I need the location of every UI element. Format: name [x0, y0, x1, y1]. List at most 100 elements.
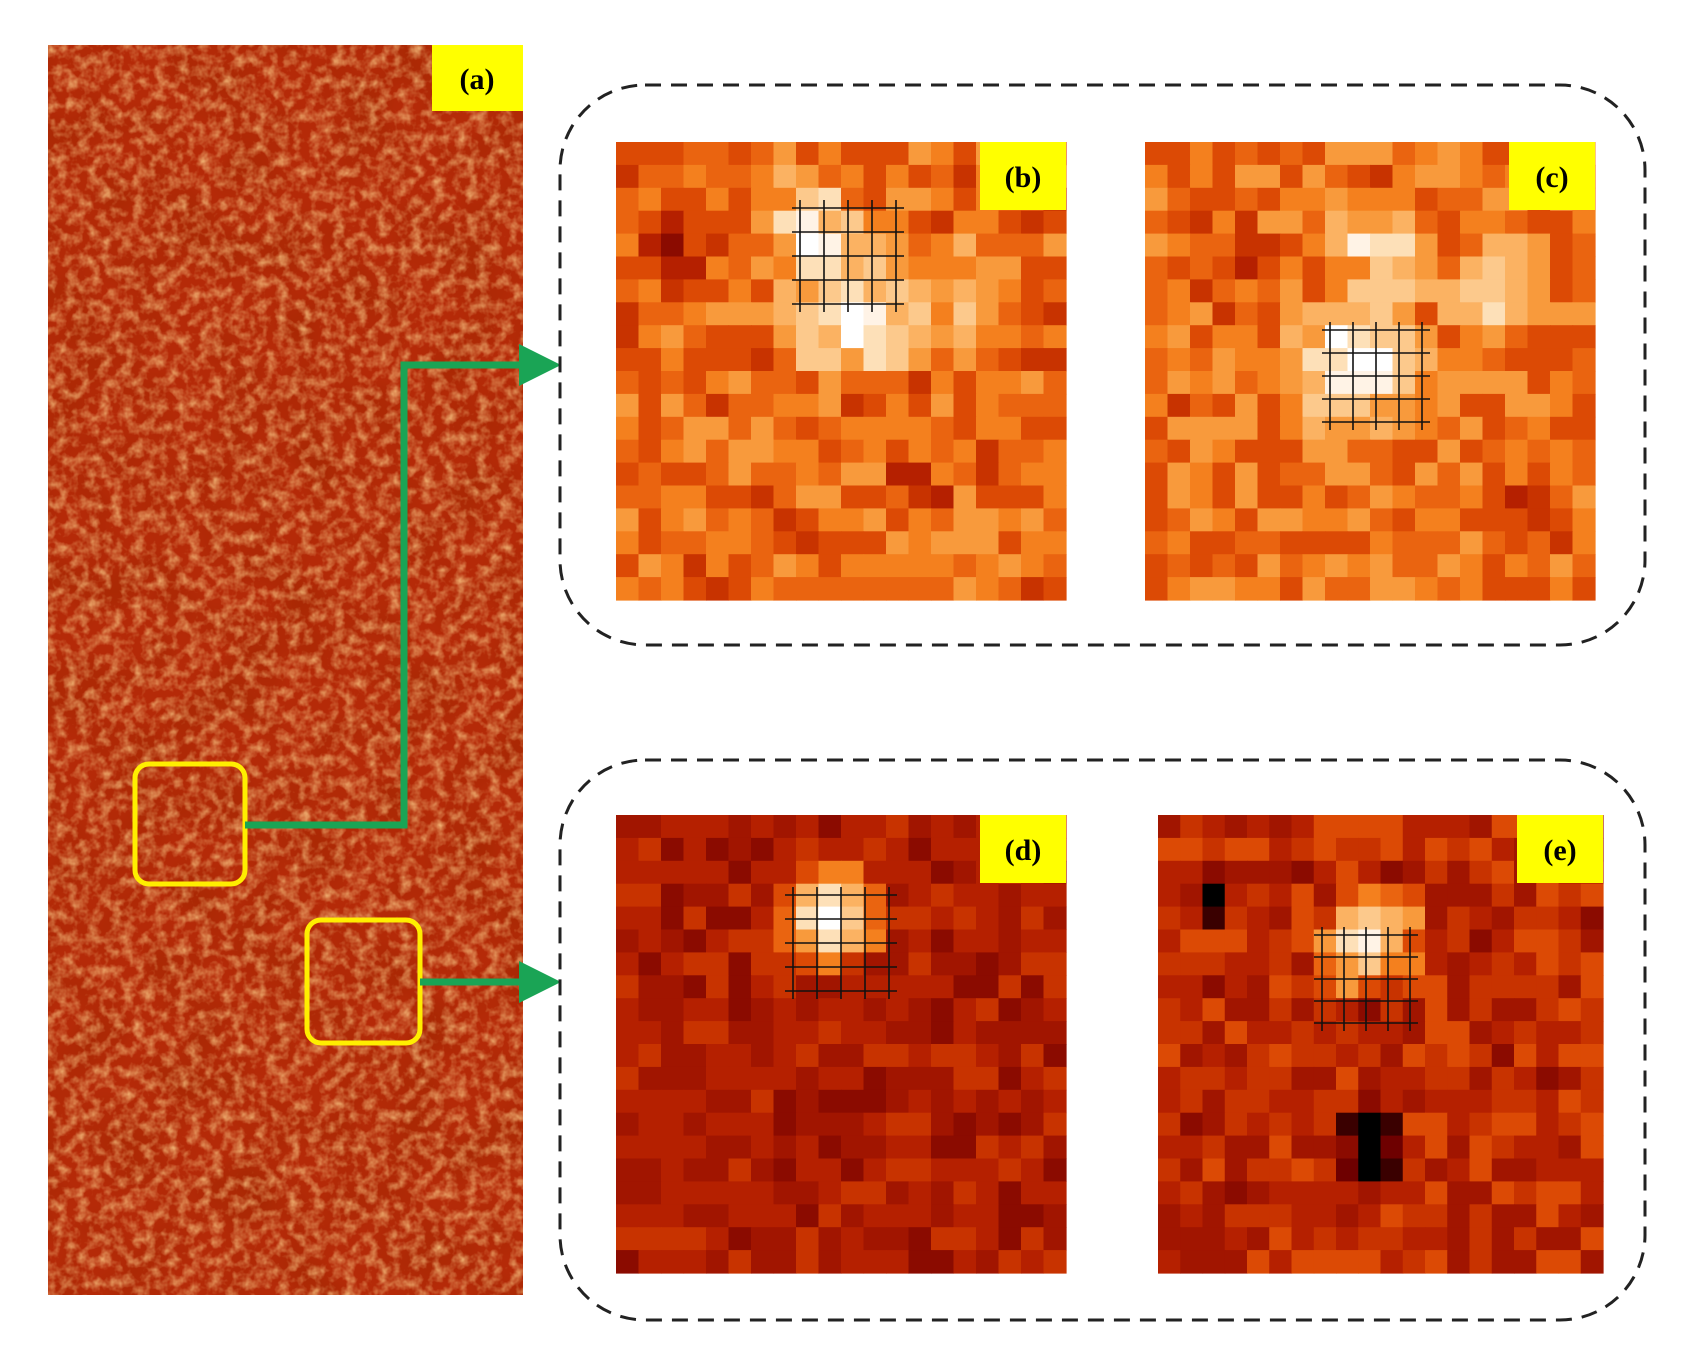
mosaic-pixel [998, 554, 1022, 578]
mosaic-pixel [1021, 1021, 1045, 1045]
mosaic-pixel [976, 1204, 1000, 1228]
mosaic-pixel [1392, 348, 1416, 372]
mosaic-pixel [1402, 906, 1426, 931]
mosaic-pixel [1527, 256, 1551, 280]
mosaic-pixel [1392, 531, 1416, 555]
mosaic-pixel [661, 508, 685, 532]
mosaic-pixel [931, 883, 955, 908]
mosaic-pixel [886, 325, 910, 349]
mosaic-pixel [818, 256, 842, 280]
mosaic-pixel [1447, 1181, 1471, 1205]
mosaic-pixel [1158, 1250, 1181, 1274]
mosaic-pixel [1257, 142, 1281, 166]
mosaic-pixel [818, 416, 842, 441]
mosaic-pixel [1558, 1158, 1582, 1182]
mosaic-pixel [1347, 439, 1371, 464]
mosaic-pixel [1415, 348, 1439, 372]
mosaic-pixel [683, 187, 707, 212]
mosaic-pixel [1482, 187, 1506, 212]
mosaic-pixel [1370, 416, 1394, 441]
mosaic-pixel [1460, 325, 1484, 349]
mosaic-pixel [661, 485, 685, 509]
mosaic-pixel [1158, 975, 1181, 999]
mosaic-pixel [1392, 416, 1416, 441]
mosaic-pixel [796, 1066, 820, 1091]
mosaic-pixel [931, 164, 955, 189]
mosaic-pixel [616, 906, 640, 931]
mosaic-pixel [1469, 906, 1493, 931]
mosaic-pixel [998, 906, 1022, 931]
mosaic-pixel [1212, 279, 1236, 303]
mosaic-pixel [1280, 531, 1304, 555]
mosaic-pixel [998, 233, 1022, 258]
mosaic-pixel [796, 837, 820, 862]
mosaic-pixel [998, 1135, 1022, 1160]
mosaic-pixel [1402, 1066, 1426, 1091]
mosaic-pixel [1235, 462, 1259, 487]
mosaic-pixel [1158, 1227, 1181, 1251]
mosaic-pixel [931, 1066, 955, 1091]
mosaic-pixel [886, 1227, 910, 1251]
mosaic-pixel [1469, 1227, 1493, 1251]
mosaic-pixel [1202, 906, 1226, 931]
mosaic-pixel [863, 302, 887, 326]
mosaic-pixel [1247, 1181, 1270, 1205]
mosaic-pixel [683, 998, 707, 1022]
mosaic-pixel [1402, 1112, 1426, 1137]
mosaic-pixel [1280, 416, 1304, 441]
panel-e-grid [1314, 927, 1418, 1031]
mosaic-pixel [863, 393, 887, 418]
mosaic-pixel [863, 554, 887, 578]
mosaic-pixel [1313, 906, 1337, 931]
mosaic-pixel [976, 1135, 1000, 1160]
mosaic-pixel [1021, 348, 1045, 372]
mosaic-pixel [728, 164, 752, 189]
mosaic-pixel [1580, 1066, 1604, 1091]
mosaic-pixel [1336, 1181, 1359, 1205]
mosaic-pixel [1580, 1250, 1604, 1274]
mosaic-pixel [1043, 906, 1067, 931]
mosaic-pixel [1224, 1181, 1248, 1205]
mosaic-pixel [728, 1135, 752, 1160]
mosaic-pixel [863, 1021, 887, 1045]
mosaic-pixel [1202, 1204, 1226, 1228]
mosaic-pixel [1425, 860, 1448, 885]
mosaic-pixel [1572, 279, 1596, 303]
mosaic-pixel [706, 164, 730, 189]
mosaic-pixel [953, 210, 977, 235]
mosaic-pixel [1347, 508, 1371, 532]
mosaic-pixel [1460, 187, 1484, 212]
mosaic-pixel [998, 462, 1022, 487]
mosaic-pixel [998, 325, 1022, 349]
mosaic-pixel [1224, 1089, 1248, 1114]
mosaic-pixel [1460, 554, 1484, 578]
mosaic-pixel [1402, 1135, 1426, 1160]
mosaic-pixel [1370, 393, 1394, 418]
mosaic-pixel [1291, 1044, 1315, 1068]
mosaic-pixel [661, 1204, 685, 1228]
mosaic-pixel [683, 279, 707, 303]
mosaic-pixel [1269, 1089, 1293, 1114]
mosaic-pixel [1469, 1158, 1493, 1182]
mosaic-pixel [751, 256, 775, 280]
mosaic-pixel [1447, 998, 1471, 1022]
mosaic-pixel [1021, 1204, 1045, 1228]
mosaic-pixel [1167, 210, 1191, 235]
mosaic-pixel [1370, 187, 1394, 212]
mosaic-pixel [1392, 279, 1416, 303]
mosaic-pixel [998, 1044, 1022, 1068]
mosaic-pixel [908, 860, 932, 885]
mosaic-pixel [1224, 1158, 1248, 1182]
mosaic-pixel [1505, 577, 1529, 601]
mosaic-pixel [1202, 1135, 1226, 1160]
mosaic-pixel [1437, 279, 1461, 303]
mosaic-pixel [1572, 371, 1596, 395]
mosaic-pixel [931, 1227, 955, 1251]
mosaic-pixel [1347, 416, 1371, 441]
mosaic-pixel [841, 256, 865, 280]
mosaic-pixel [1302, 554, 1326, 578]
mosaic-pixel [1425, 1066, 1448, 1091]
mosaic-pixel [1043, 1021, 1067, 1045]
mosaic-pixel [1190, 577, 1214, 601]
mosaic-pixel [638, 531, 662, 555]
